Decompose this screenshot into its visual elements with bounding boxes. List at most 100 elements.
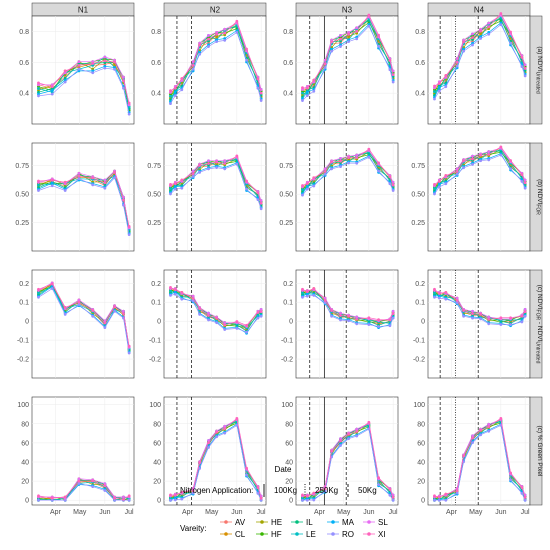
nitrogen-legend-label: 250Kg — [315, 486, 338, 495]
data-point-ro — [509, 167, 512, 171]
column-strip-n1: N1 — [31, 2, 135, 17]
data-point-xi — [169, 89, 172, 93]
x-tick-label: Jul — [257, 509, 266, 516]
series-line-xi — [302, 14, 394, 89]
data-point-ro — [323, 489, 327, 493]
data-point-xi — [444, 492, 448, 496]
data-point-xi — [235, 154, 239, 158]
x-tick-label: Jun — [231, 509, 242, 516]
data-point-xi — [207, 441, 210, 445]
data-point-xi — [347, 32, 351, 36]
series-line-le — [434, 149, 526, 189]
variety-legend-item-sl: SL — [363, 518, 388, 527]
data-point-xi — [113, 496, 116, 500]
x-tick-label: Jun — [363, 509, 374, 516]
data-point-ro — [355, 161, 359, 165]
data-point-ma — [173, 90, 177, 94]
data-point-ro — [444, 297, 448, 301]
data-point-xi — [305, 290, 309, 293]
data-point-ro — [256, 86, 260, 90]
y-tick-label: 0.1 — [19, 300, 29, 307]
data-point-xi — [50, 85, 54, 89]
series-line-ma — [170, 291, 262, 334]
y-tick-label: 0.75 — [411, 163, 425, 170]
data-point-xi — [479, 312, 483, 316]
data-point-sl — [391, 309, 395, 313]
data-point-xi — [63, 306, 67, 309]
y-tick-label: 0.50 — [279, 192, 293, 199]
data-point-ro — [437, 498, 441, 502]
data-point-ro — [312, 184, 316, 188]
data-point-xi — [77, 174, 81, 178]
data-point-xi — [312, 176, 316, 180]
data-point-sl — [355, 427, 359, 431]
data-point-ro — [180, 88, 184, 92]
data-point-xi — [37, 287, 40, 291]
series-line-xi — [434, 12, 526, 87]
data-point-ro — [207, 45, 210, 48]
data-point-ro — [207, 167, 210, 171]
data-point-sl — [471, 434, 474, 438]
data-point-xi — [339, 314, 342, 317]
data-point-ro — [207, 446, 210, 449]
data-point-ro — [471, 162, 474, 166]
series-line-le — [170, 158, 262, 201]
row-strip-label: (a) NDVIUntreated — [535, 46, 544, 93]
y-tick-label: 20 — [417, 479, 425, 486]
data-point-ro — [479, 159, 483, 163]
data-point-xi — [388, 175, 392, 179]
data-point-le — [433, 90, 436, 93]
y-tick-label: 0.50 — [15, 192, 29, 199]
data-point-ro — [235, 326, 239, 330]
data-point-ro — [235, 30, 239, 34]
data-point-ro — [113, 67, 116, 71]
data-point-xi — [523, 495, 527, 499]
data-point-xi — [355, 430, 359, 433]
data-point-xi — [223, 162, 227, 165]
data-point-xi — [455, 298, 459, 302]
data-point-xi — [330, 160, 334, 164]
data-point-xi — [301, 86, 304, 89]
data-point-xi — [180, 178, 184, 182]
data-point-ro — [127, 351, 131, 355]
data-point-xi — [235, 19, 239, 23]
data-point-ro — [523, 186, 527, 190]
data-point-xi — [355, 30, 359, 33]
data-point-xi — [323, 170, 327, 173]
data-point-ro — [391, 189, 395, 192]
data-point-ro — [173, 94, 177, 98]
variety-legend-item-av: AV — [220, 518, 246, 527]
data-point-le — [169, 94, 172, 98]
variety-legend-item-ma: MA — [327, 518, 355, 527]
data-point-xi — [245, 179, 248, 183]
data-point-xi — [256, 486, 260, 490]
data-point-xi — [173, 86, 177, 90]
data-point-xi — [169, 286, 172, 289]
data-point-xi — [471, 36, 474, 39]
series-line-le — [302, 18, 394, 95]
data-point-xi — [301, 493, 304, 497]
data-point-ro — [437, 296, 441, 300]
series-line-xi — [434, 146, 526, 185]
data-point-ro — [509, 478, 512, 482]
series-line-sl — [170, 22, 262, 93]
data-point-xi — [433, 84, 436, 88]
series-line-le — [302, 151, 394, 190]
data-point-ma — [173, 185, 177, 188]
data-point-xi — [391, 312, 395, 315]
panel-n2-row-2: 0.25 0.50 0.75 — [147, 142, 267, 252]
y-tick-label: 80 — [285, 421, 293, 428]
variety-legend-label: LE — [306, 530, 316, 539]
data-point-ro — [37, 94, 40, 98]
data-point-xi — [37, 81, 40, 85]
nitrogen-legend: Nitrogen Application: 100Kg 250Kg 50Kg — [180, 484, 377, 497]
y-tick-label: 0.50 — [411, 192, 425, 199]
data-point-xi — [347, 156, 351, 159]
panel-n4-row-4: 0 20 40 60 80 100 Apr May Jun Jul — [413, 396, 531, 516]
panel-background — [163, 15, 267, 125]
data-point-xi — [50, 496, 54, 500]
data-point-xi — [103, 484, 107, 488]
data-point-ro — [169, 102, 172, 106]
data-point-ro — [215, 435, 219, 439]
data-point-xi — [455, 170, 459, 173]
